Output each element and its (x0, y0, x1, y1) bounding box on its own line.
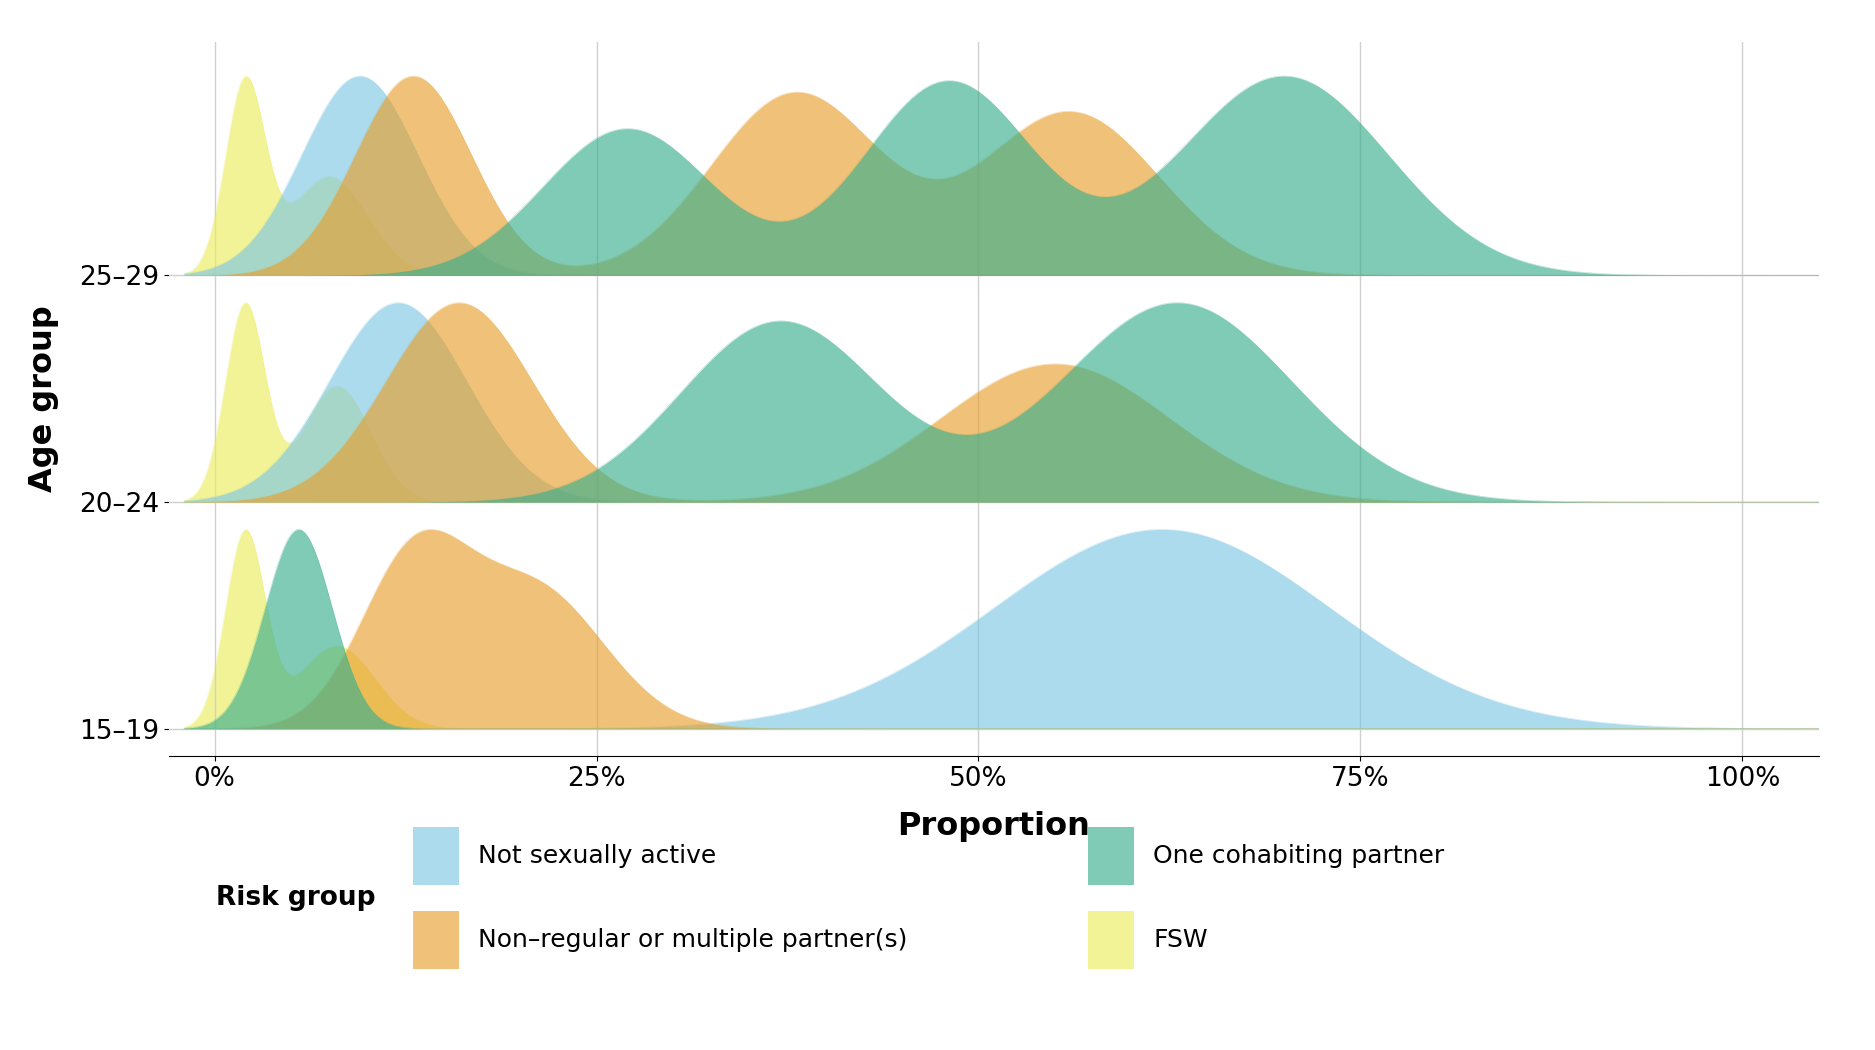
Text: Non–regular or multiple partner(s): Non–regular or multiple partner(s) (478, 928, 908, 951)
Text: Risk group: Risk group (216, 885, 375, 910)
Text: FSW: FSW (1153, 928, 1208, 951)
Text: Not sexually active: Not sexually active (478, 844, 716, 867)
Y-axis label: Age group: Age group (28, 306, 60, 492)
X-axis label: Proportion: Proportion (898, 812, 1089, 842)
Text: One cohabiting partner: One cohabiting partner (1153, 844, 1444, 867)
